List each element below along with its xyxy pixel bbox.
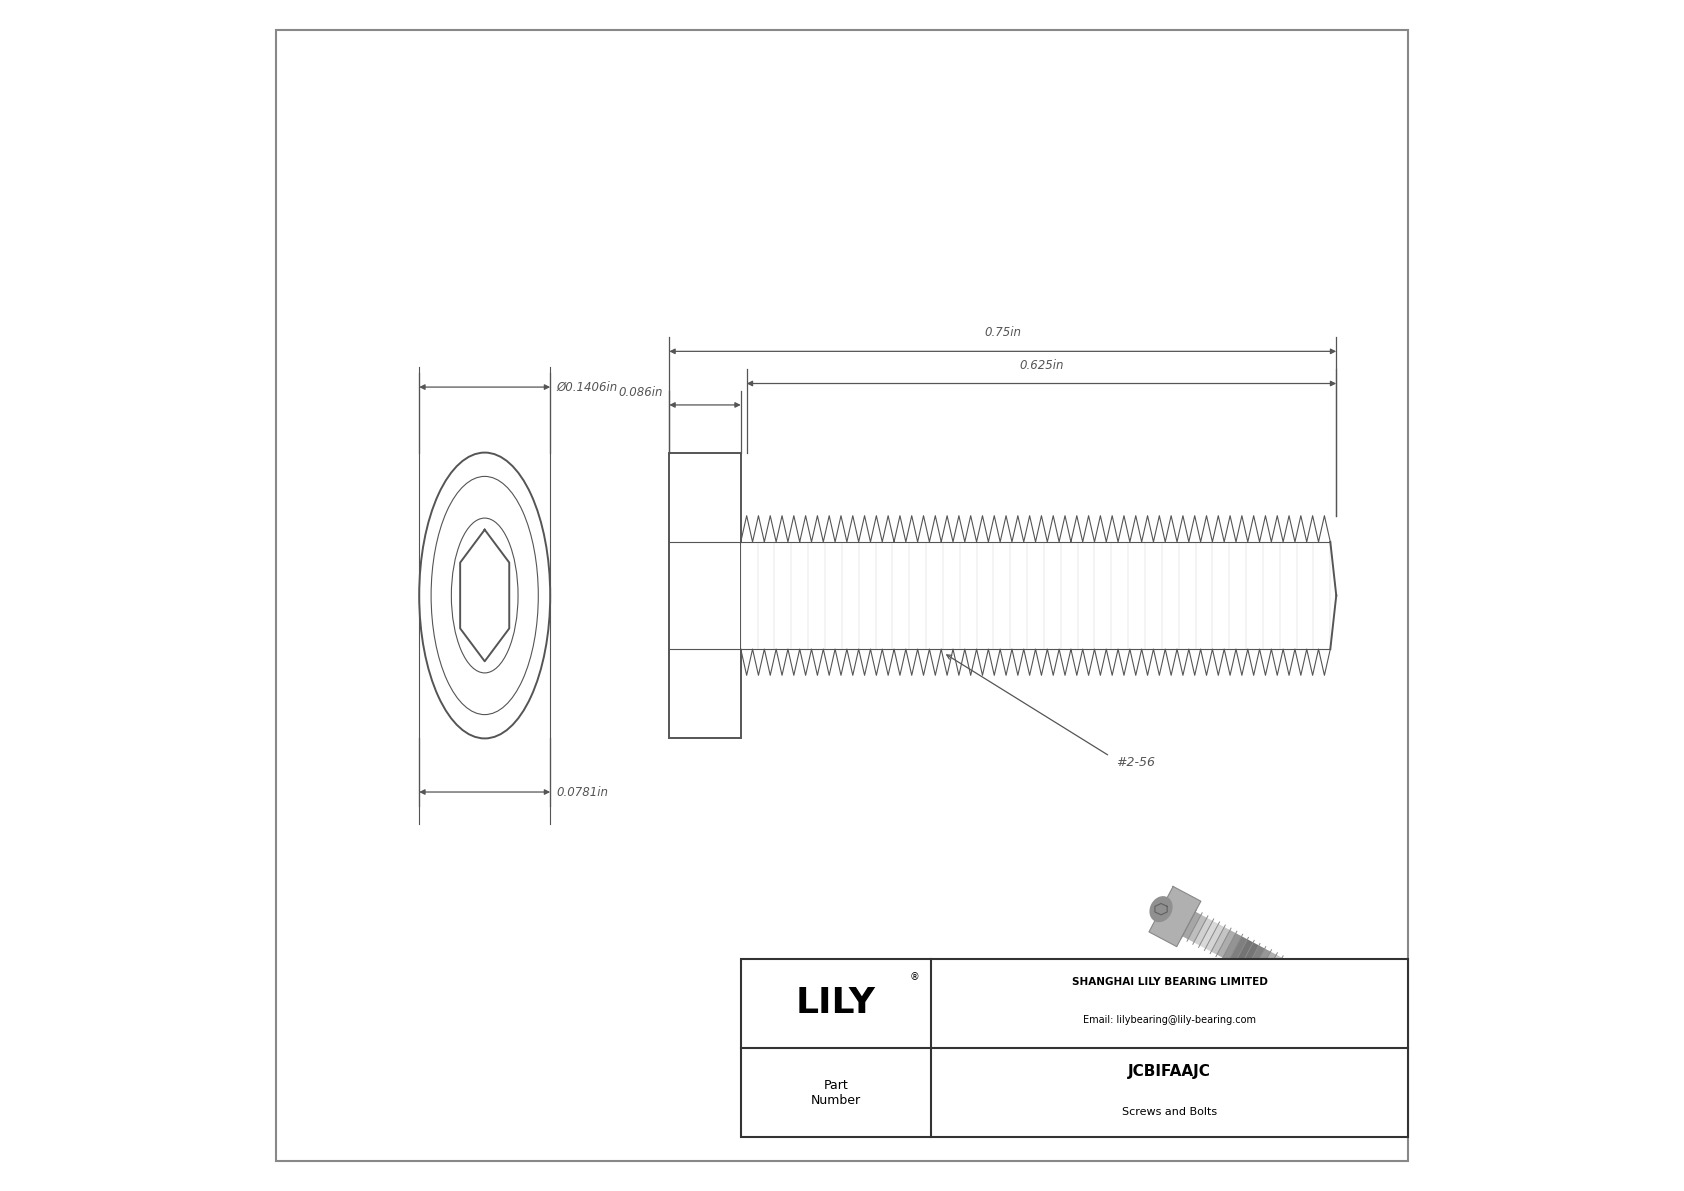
Polygon shape xyxy=(1292,969,1312,998)
Text: ®: ® xyxy=(909,972,919,983)
Polygon shape xyxy=(1206,924,1224,952)
Polygon shape xyxy=(1187,915,1207,942)
Polygon shape xyxy=(1303,977,1322,1004)
Ellipse shape xyxy=(431,476,539,715)
Polygon shape xyxy=(1251,948,1270,977)
Polygon shape xyxy=(1298,973,1317,1000)
Text: SHANGHAI LILY BEARING LIMITED: SHANGHAI LILY BEARING LIMITED xyxy=(1071,977,1268,987)
Polygon shape xyxy=(1263,955,1282,983)
Text: Ø0.1406in: Ø0.1406in xyxy=(556,381,618,393)
Text: JCBIFAAJC: JCBIFAAJC xyxy=(1128,1064,1211,1079)
Polygon shape xyxy=(1211,927,1229,955)
Polygon shape xyxy=(1223,933,1241,961)
Polygon shape xyxy=(1148,886,1201,947)
Ellipse shape xyxy=(1150,897,1172,922)
Polygon shape xyxy=(1287,967,1305,994)
Polygon shape xyxy=(1339,994,1357,1022)
Text: #2-56: #2-56 xyxy=(1116,756,1155,768)
Text: 0.75in: 0.75in xyxy=(983,326,1021,339)
Polygon shape xyxy=(1258,952,1276,979)
Polygon shape xyxy=(1182,911,1201,940)
Polygon shape xyxy=(1246,946,1265,973)
Text: Email: lilybearing@lily-bearing.com: Email: lilybearing@lily-bearing.com xyxy=(1083,1015,1256,1025)
Polygon shape xyxy=(1234,940,1253,967)
Ellipse shape xyxy=(451,518,519,673)
Polygon shape xyxy=(1351,1000,1369,1029)
FancyBboxPatch shape xyxy=(669,453,741,738)
Polygon shape xyxy=(1275,961,1293,989)
Polygon shape xyxy=(1332,992,1352,1019)
Polygon shape xyxy=(1239,942,1260,969)
Polygon shape xyxy=(1270,958,1288,985)
Ellipse shape xyxy=(419,453,551,738)
Polygon shape xyxy=(1218,930,1236,958)
Polygon shape xyxy=(1194,918,1212,946)
Text: Screws and Bolts: Screws and Bolts xyxy=(1122,1106,1218,1117)
Polygon shape xyxy=(1327,989,1346,1016)
Polygon shape xyxy=(1310,979,1329,1006)
Bar xyxy=(741,959,1408,1137)
Text: 0.625in: 0.625in xyxy=(1019,358,1064,372)
Text: LILY: LILY xyxy=(797,986,876,1021)
Text: 0.0781in: 0.0781in xyxy=(556,786,608,798)
Polygon shape xyxy=(1199,921,1219,948)
Text: 0.086in: 0.086in xyxy=(618,386,663,399)
Polygon shape xyxy=(1280,964,1300,992)
Polygon shape xyxy=(1320,985,1340,1014)
Polygon shape xyxy=(1315,983,1334,1010)
FancyBboxPatch shape xyxy=(276,30,1408,1161)
Bar xyxy=(741,542,1330,649)
Polygon shape xyxy=(1344,998,1362,1025)
Polygon shape xyxy=(1229,936,1248,964)
Text: Part
Number: Part Number xyxy=(812,1079,861,1106)
